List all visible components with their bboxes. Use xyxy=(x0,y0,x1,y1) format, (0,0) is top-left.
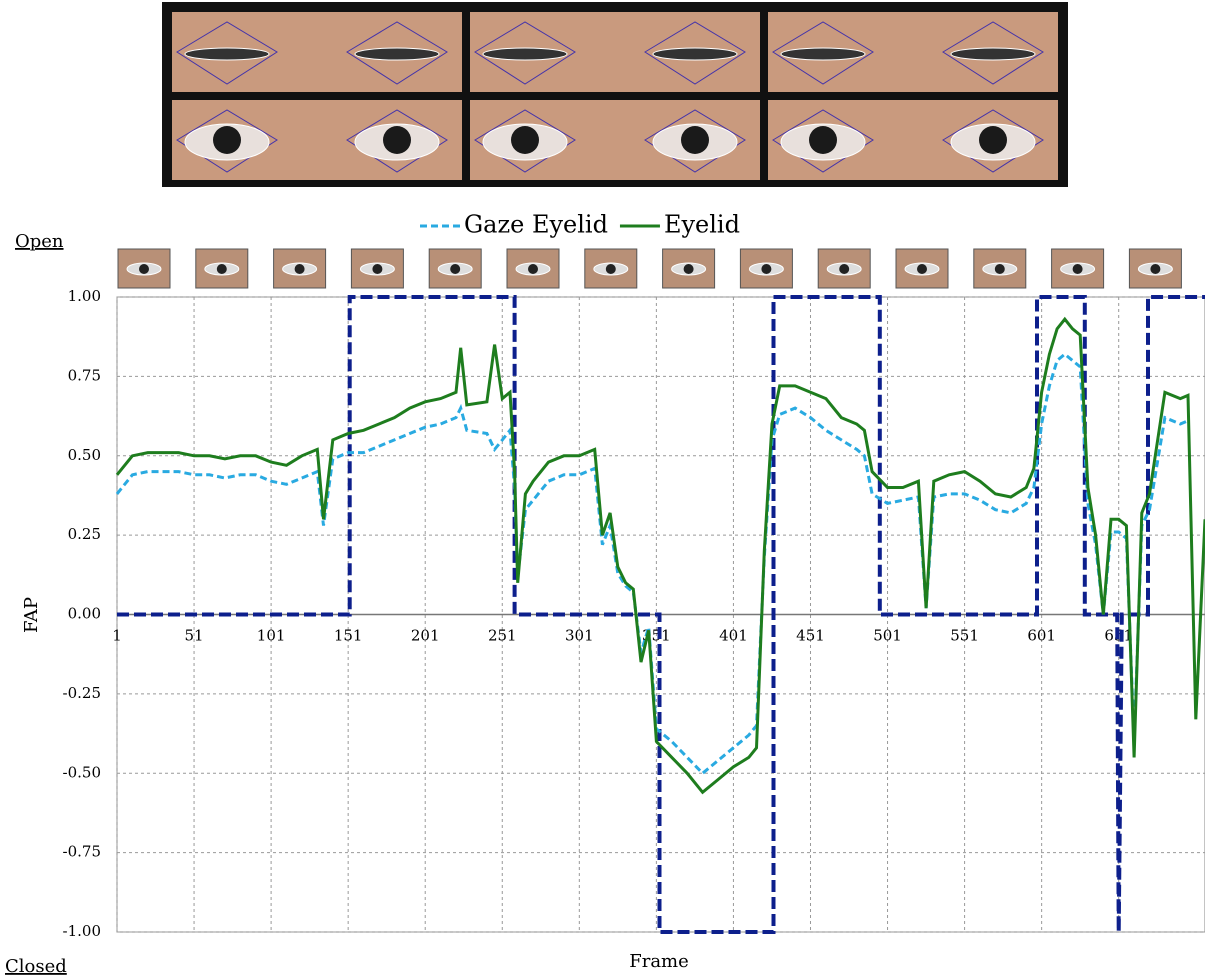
thumb-iris xyxy=(1073,264,1083,274)
iris xyxy=(979,126,1007,154)
legend-label: Eyelid xyxy=(664,211,740,239)
thumb-iris xyxy=(217,264,227,274)
y-tick-label: 0.00 xyxy=(68,605,101,623)
open-label: Open xyxy=(15,231,64,252)
x-tick-label: 251 xyxy=(488,627,517,645)
thumb-iris xyxy=(1150,264,1160,274)
x-tick-label: 451 xyxy=(796,627,825,645)
x-tick-label: 401 xyxy=(719,627,748,645)
eye xyxy=(781,48,865,60)
x-tick-label: 301 xyxy=(565,627,594,645)
x-tick-label: 51 xyxy=(185,627,204,645)
y-tick-label: 0.50 xyxy=(68,446,101,464)
thumb-iris xyxy=(450,264,460,274)
y-tick-label: -1.00 xyxy=(63,922,101,940)
eye-thumbnails xyxy=(118,249,1181,288)
eye xyxy=(483,48,567,60)
eye xyxy=(185,48,269,60)
thumb-iris xyxy=(372,264,382,274)
thumb-iris xyxy=(684,264,694,274)
x-tick-label: 201 xyxy=(411,627,440,645)
y-tick-label: 0.25 xyxy=(68,525,101,543)
eye-photo-strip xyxy=(162,2,1068,187)
y-tick-label: 1.00 xyxy=(68,287,101,305)
page: {"chart_data":{"type":"line", "legend_la… xyxy=(0,0,1205,979)
x-tick-label: 101 xyxy=(257,627,286,645)
thumb-iris xyxy=(606,264,616,274)
y-tick-label: -0.75 xyxy=(63,843,101,861)
x-tick-label: 151 xyxy=(334,627,363,645)
legend: Gaze Eyelid Eyelid xyxy=(420,211,740,239)
chart: Open Closed Frame FAP Gaze EyelidEyelid … xyxy=(0,0,1205,979)
thumb-iris xyxy=(528,264,538,274)
x-tick-label: 1 xyxy=(112,627,122,645)
thumb-iris xyxy=(761,264,771,274)
y-axis-title: FAP xyxy=(21,597,42,633)
thumb-iris xyxy=(295,264,305,274)
legend-label: Gaze Eyelid xyxy=(464,211,608,239)
iris xyxy=(213,126,241,154)
thumb-iris xyxy=(839,264,849,274)
eye xyxy=(951,48,1035,60)
eye xyxy=(653,48,737,60)
x-tick-label: 501 xyxy=(873,627,902,645)
iris xyxy=(511,126,539,154)
thumb-iris xyxy=(139,264,149,274)
iris xyxy=(809,126,837,154)
y-tick-label: -0.50 xyxy=(63,763,101,781)
x-tick-label: 551 xyxy=(950,627,979,645)
iris xyxy=(681,126,709,154)
y-tick-label: 0.75 xyxy=(68,366,101,384)
eye xyxy=(355,48,439,60)
closed-label: Closed xyxy=(5,956,67,977)
iris xyxy=(383,126,411,154)
series-line xyxy=(117,354,1188,773)
x-axis-title: Frame xyxy=(629,951,689,972)
x-tick-label: 601 xyxy=(1027,627,1056,645)
thumb-iris xyxy=(917,264,927,274)
y-tick-label: -0.25 xyxy=(63,684,101,702)
thumb-iris xyxy=(995,264,1005,274)
